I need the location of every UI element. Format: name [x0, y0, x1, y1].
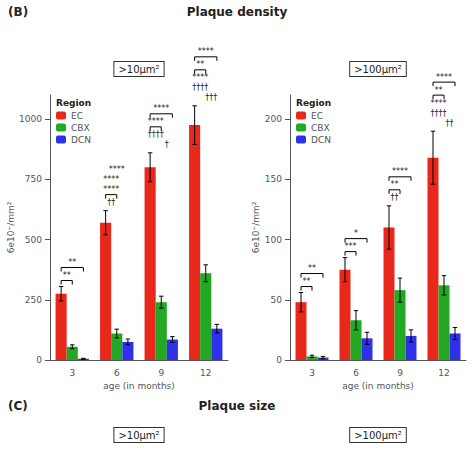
svg-text:9: 9: [397, 368, 403, 378]
svg-text:††††: ††††: [192, 83, 208, 92]
svg-text:12: 12: [200, 368, 211, 378]
svg-text:****: ****: [392, 167, 408, 176]
svg-text:Region: Region: [296, 98, 331, 108]
svg-text:****: ****: [431, 99, 447, 108]
svg-text:(C): (C): [8, 399, 28, 413]
svg-text:6: 6: [353, 368, 359, 378]
svg-text:750: 750: [25, 174, 42, 184]
svg-text:†: †: [165, 140, 169, 149]
svg-text:****: ****: [192, 73, 208, 82]
svg-text:***: ***: [345, 242, 357, 251]
svg-text:****: ****: [103, 175, 119, 184]
svg-text:200: 200: [265, 114, 282, 124]
svg-text:**: **: [308, 264, 316, 273]
svg-text:>10μm²: >10μm²: [118, 430, 159, 441]
svg-text:500: 500: [25, 235, 42, 245]
svg-text:150: 150: [265, 174, 282, 184]
svg-text:Region: Region: [56, 98, 91, 108]
svg-text:****: ****: [198, 47, 214, 56]
svg-text:50: 50: [271, 295, 283, 305]
svg-text:(B): (B): [8, 5, 28, 19]
svg-text:††: ††: [446, 119, 454, 128]
svg-text:††: ††: [391, 193, 399, 202]
svg-text:**: **: [435, 86, 443, 95]
svg-text:1000: 1000: [19, 114, 42, 124]
svg-text:**: **: [68, 258, 76, 267]
svg-text:DCN: DCN: [311, 135, 331, 145]
svg-text:DCN: DCN: [71, 135, 91, 145]
svg-text:0: 0: [276, 355, 282, 365]
svg-text:EC: EC: [311, 111, 323, 121]
svg-text:CBX: CBX: [311, 123, 330, 133]
svg-text:****: ****: [109, 165, 125, 174]
svg-text:100: 100: [265, 235, 282, 245]
svg-text:**: **: [303, 277, 311, 286]
svg-text:9: 9: [158, 368, 164, 378]
svg-text:Plaque size: Plaque size: [199, 399, 276, 413]
svg-text:6: 6: [114, 368, 120, 378]
svg-text:****: ****: [153, 104, 169, 113]
svg-text:3: 3: [309, 368, 315, 378]
svg-text:>10μm²: >10μm²: [118, 64, 159, 75]
svg-text:††††: ††††: [431, 109, 447, 118]
svg-text:>100μm²: >100μm²: [354, 64, 402, 75]
svg-text:††: ††: [107, 198, 115, 207]
svg-text:****: ****: [436, 73, 452, 82]
svg-text:age (in months): age (in months): [342, 381, 414, 391]
svg-text:EC: EC: [71, 111, 83, 121]
svg-text:Plaque density: Plaque density: [187, 5, 288, 19]
svg-text:250: 250: [25, 295, 42, 305]
svg-text:††††: ††††: [148, 130, 164, 139]
svg-text:†††: †††: [205, 93, 217, 102]
svg-text:12: 12: [438, 368, 449, 378]
svg-text:*: *: [354, 229, 358, 238]
svg-text:age (in months): age (in months): [103, 381, 175, 391]
svg-text:****: ****: [148, 117, 164, 126]
svg-text:6e10⁺/mm²: 6e10⁺/mm²: [6, 201, 16, 253]
svg-text:**: **: [63, 271, 71, 280]
svg-text:****: ****: [103, 185, 119, 194]
svg-text:**: **: [196, 60, 204, 69]
svg-text:CBX: CBX: [71, 123, 90, 133]
svg-text:0: 0: [36, 355, 42, 365]
svg-text:**: **: [391, 180, 399, 189]
svg-text:3: 3: [69, 368, 75, 378]
svg-text:6e10⁺/mm²: 6e10⁺/mm²: [251, 201, 261, 253]
svg-text:>100μm²: >100μm²: [354, 430, 402, 441]
